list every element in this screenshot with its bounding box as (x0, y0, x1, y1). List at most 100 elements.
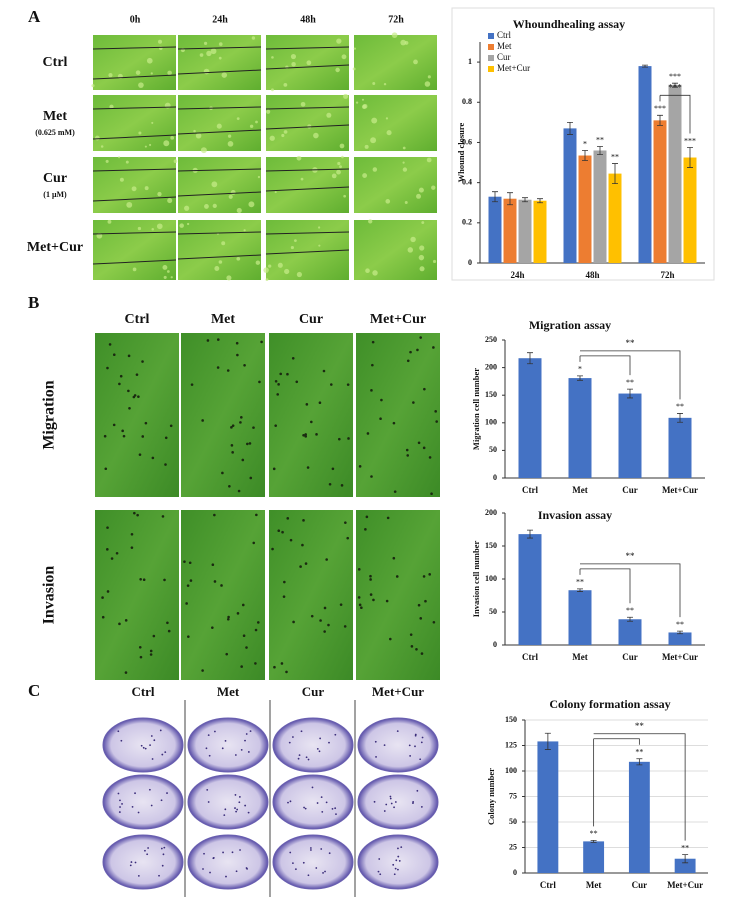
bar (638, 66, 652, 263)
column-label: 24h (212, 14, 228, 25)
cell (124, 619, 128, 622)
texture (109, 104, 114, 109)
cell (286, 517, 290, 520)
cell (338, 437, 341, 441)
cell (236, 353, 239, 357)
significance-bracket (579, 350, 681, 400)
texture (336, 38, 342, 44)
colony (137, 811, 140, 814)
cell (412, 401, 415, 404)
cell (369, 574, 372, 578)
colony (393, 806, 395, 809)
error-bar (612, 163, 618, 185)
micrograph (266, 95, 349, 151)
colony (235, 870, 238, 873)
row-label: Invasion (41, 566, 58, 625)
texture (149, 143, 152, 147)
x-tick-label: Met+Cur (667, 880, 703, 890)
texture (218, 42, 223, 46)
texture (226, 275, 232, 281)
colony (249, 730, 252, 733)
colony (420, 741, 423, 744)
column-label: Met+Cur (370, 312, 426, 327)
texture (144, 186, 149, 191)
texture (404, 201, 408, 204)
colony (134, 861, 137, 864)
cell (325, 558, 328, 561)
cell (106, 526, 109, 529)
bar (578, 155, 592, 263)
y-tick-label: 0 (493, 640, 497, 649)
texture (372, 82, 376, 85)
cell (339, 603, 343, 606)
culture-plate (357, 774, 439, 830)
colony (334, 733, 337, 736)
bar (608, 173, 622, 263)
colony (373, 800, 376, 803)
colony (322, 872, 324, 874)
colony (331, 808, 334, 810)
cell (188, 561, 192, 565)
y-tick-label: 0 (513, 868, 517, 877)
colony (202, 868, 204, 870)
significance-label: ** (626, 378, 634, 387)
error-bar (687, 147, 693, 168)
legend-label: Met (497, 41, 512, 51)
cell (240, 416, 243, 419)
cell (386, 516, 390, 520)
bar (668, 417, 692, 478)
texture (118, 156, 121, 159)
cell (211, 563, 215, 567)
cell (392, 421, 396, 425)
colony (130, 861, 133, 863)
culture-plate (187, 717, 269, 773)
texture (94, 135, 100, 141)
y-tick-label: 100 (485, 418, 497, 427)
cell (130, 546, 134, 549)
cell (256, 621, 260, 624)
colony (420, 806, 423, 808)
y-axis-label: Migration cell number (471, 368, 481, 450)
colony (238, 801, 241, 804)
texture (383, 82, 387, 86)
cell (393, 490, 397, 493)
texture (167, 70, 172, 76)
cell (190, 383, 194, 386)
column-label: Cur (299, 312, 323, 327)
colony (134, 792, 136, 795)
colony (397, 868, 399, 871)
texture (368, 219, 373, 224)
colony (144, 747, 147, 750)
cell (302, 519, 305, 522)
cell (415, 648, 418, 651)
cell (372, 598, 375, 602)
cell (346, 536, 350, 540)
y-tick-label: 200 (485, 508, 497, 517)
colony (392, 863, 395, 866)
colony (320, 848, 323, 850)
texture (296, 271, 302, 278)
wound-edge (265, 46, 350, 50)
texture (361, 98, 365, 101)
texture (290, 245, 294, 250)
wound-edge (92, 106, 177, 110)
cell (211, 626, 214, 629)
colony (298, 754, 301, 756)
cell (255, 513, 258, 517)
cell (104, 467, 108, 471)
colony (335, 813, 337, 815)
cell (406, 359, 410, 363)
texture (249, 124, 254, 128)
significance-label: ** (681, 843, 689, 852)
cell (136, 513, 139, 517)
cell (142, 578, 146, 582)
cell (423, 387, 426, 391)
cell (163, 578, 166, 582)
y-tick-label: 0.6 (462, 137, 472, 146)
y-tick-label: 200 (485, 362, 497, 371)
wound-edge (265, 186, 350, 192)
cell (213, 580, 217, 583)
cell (235, 341, 239, 345)
x-tick-label: Ctrl (522, 485, 538, 495)
cell (241, 603, 245, 607)
